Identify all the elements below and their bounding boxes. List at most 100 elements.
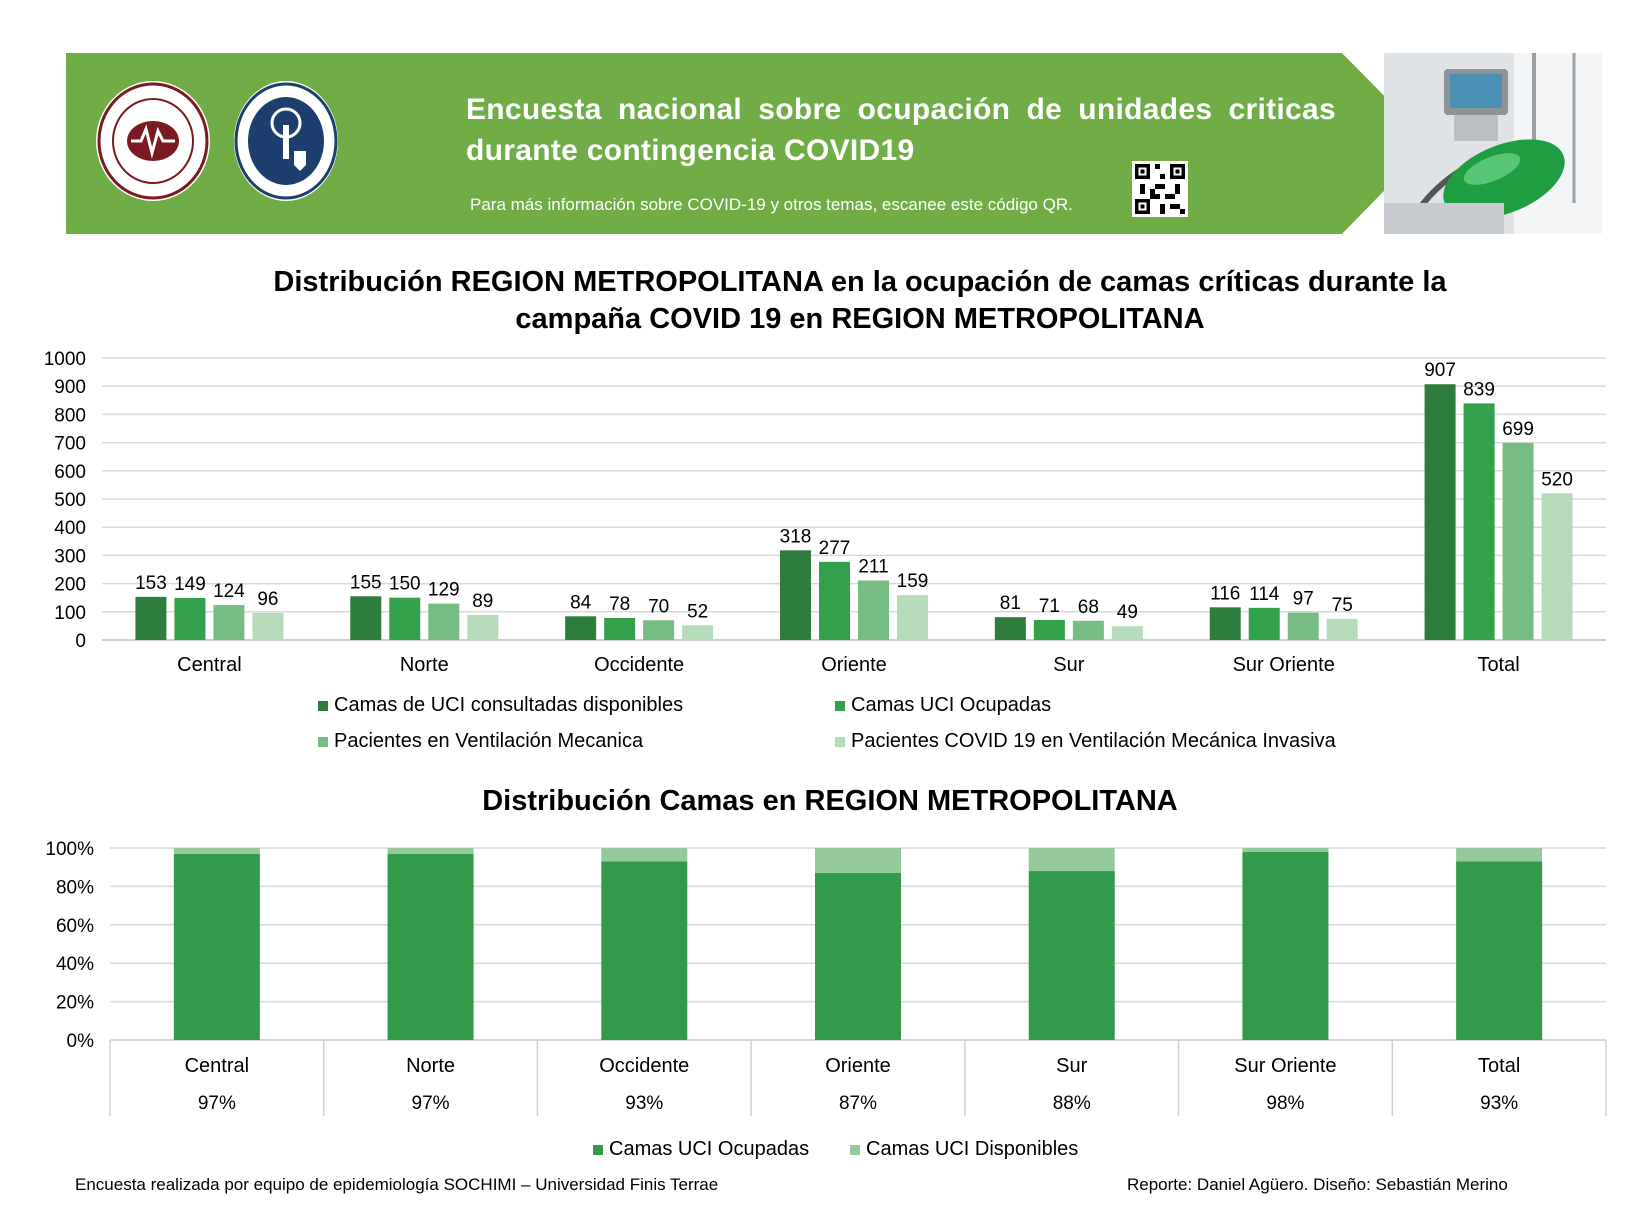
legend-label: Pacientes COVID 19 en Ventilación Mecáni… [851,730,1336,752]
data-label: 907 [1424,360,1456,381]
stacked-bar-segment [387,853,474,1040]
bar [1111,626,1143,640]
bar [897,595,928,640]
bar [1033,619,1065,640]
data-label: 49 [1117,602,1138,623]
x-tick-label: Central [177,654,241,676]
x-tick-label: Occidente [599,1055,689,1077]
bar [428,603,460,640]
legend-item-camas-ocupadas: Camas UCI Ocupadas [593,1138,809,1161]
bar [252,612,284,640]
bar [994,617,1026,640]
stacked-bar-segment [1242,851,1329,1040]
stacked-bar-segment [815,872,901,1040]
x-tick-label: Sur Oriente [1234,1055,1336,1077]
legend-swatch [835,700,845,711]
data-label: 211 [858,556,888,577]
stacked-bar-segment [1028,871,1115,1040]
data-label: 150 [389,574,421,595]
table-value: 97% [412,1093,450,1114]
data-label: 84 [570,592,592,613]
stacked-bar-segment [1456,848,1543,862]
legend-item-pacientes-vm: Pacientes en Ventilación Mecanica [318,730,643,753]
data-label: 70 [648,596,669,617]
bar [858,580,889,640]
bar [1424,384,1456,640]
stacked-percent-bar-chart: 0% 20% 40% 60% 80% 100% Central 97% Norte 97% Occi… [45,839,1607,1116]
y-tick-label: 80% [56,877,94,898]
data-label: 52 [687,601,708,622]
data-label: 318 [780,526,812,547]
data-label: 129 [428,580,460,601]
chart-2-title: Distribución Camas en REGION METROPOLITA… [482,785,1178,817]
data-label: 520 [1541,469,1573,490]
y-tick-label: 1000 [44,349,86,370]
bar [1248,607,1280,640]
legend-label: Camas UCI Disponibles [866,1138,1079,1160]
y-tick-label: 300 [54,546,86,567]
y-tick-label: 100% [45,839,94,860]
legend-swatch [318,700,328,711]
data-label: 116 [1210,583,1240,604]
stacked-bar-segment [173,853,260,1040]
y-tick-label: 700 [54,434,86,455]
table-value: 93% [625,1093,663,1114]
data-label: 839 [1463,379,1495,400]
table-value: 93% [1480,1093,1518,1114]
y-tick-label: 60% [56,916,94,937]
x-tick-label: Norte [406,1055,455,1077]
x-tick-label: Total [1478,1055,1520,1077]
data-label: 277 [819,538,851,559]
stacked-bar-segment [601,861,688,1040]
stacked-bar-segment [1456,861,1543,1040]
header-banner: Encuesta nacional sobre ocupación de uni… [66,53,1602,234]
bar [1502,442,1534,640]
qr-code-icon[interactable] [1132,161,1188,217]
stacked-bar-segment [1242,848,1329,852]
bar [682,625,714,640]
bar [1463,403,1495,640]
bar [174,597,206,640]
data-label: 81 [1000,593,1021,614]
bar [1326,618,1358,640]
x-tick-label: Oriente [821,654,887,676]
data-label: 124 [213,581,245,602]
x-tick-label: Oriente [825,1055,891,1077]
legend-label: Pacientes en Ventilación Mecanica [334,730,644,752]
y-tick-label: 600 [54,462,86,483]
data-label: 68 [1078,597,1099,618]
data-label: 71 [1039,596,1060,617]
y-tick-label: 20% [56,993,94,1014]
stacked-bar-segment [1028,848,1115,872]
y-tick-label: 800 [54,405,86,426]
y-tick-label: 200 [54,575,86,596]
legend-label: Camas UCI Ocupadas [851,694,1052,716]
x-tick-label: Norte [400,654,449,676]
legend-swatch [850,1144,860,1155]
chart-1-title: Distribución REGION METROPOLITANA en la … [273,266,1447,335]
ventilator-photo [1384,53,1602,234]
y-tick-label: 0% [67,1031,95,1052]
sochimi-logo [96,81,210,201]
legend-item-camas-consultadas: Camas de UCI consultadas disponibles [318,694,683,717]
y-tick-label: 900 [54,377,86,398]
legend-label: Camas de UCI consultadas disponibles [334,694,684,716]
bar [1072,620,1104,640]
footer-credit: Encuesta realizada por equipo de epidemi… [75,1175,719,1194]
bar [350,596,382,640]
data-label: 97 [1293,589,1314,610]
x-tick-label: Sur [1056,1055,1087,1077]
bar [135,596,167,640]
bar [780,550,811,640]
table-value: 98% [1266,1093,1304,1114]
bar [604,618,636,640]
bar [565,616,597,640]
table-value: 87% [839,1093,877,1114]
stacked-bar-segment [173,848,260,854]
banner-title: Encuesta nacional sobre ocupación de uni… [466,93,1336,167]
table-value: 88% [1053,1093,1091,1114]
bar [467,614,499,640]
banner-subtitle: Para más información sobre COVID-19 y ot… [470,195,1073,214]
legend-label: Camas UCI Ocupadas [609,1138,810,1160]
x-tick-label: Occidente [594,654,684,676]
